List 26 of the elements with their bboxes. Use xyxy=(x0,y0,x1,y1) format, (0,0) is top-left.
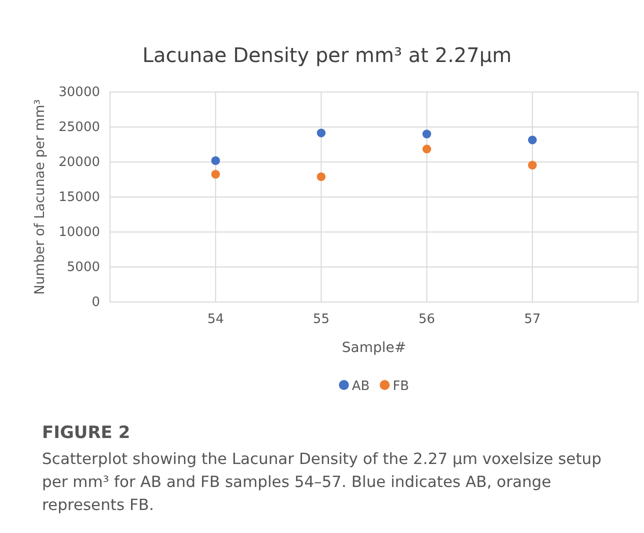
legend-label: FB xyxy=(392,379,410,394)
point xyxy=(316,128,326,138)
y-tick-label: 5000 xyxy=(66,260,100,276)
x-tick-label: 56 xyxy=(418,312,436,328)
point xyxy=(211,156,220,165)
point xyxy=(211,170,220,179)
point xyxy=(422,130,432,138)
point xyxy=(316,172,326,182)
caption: FIGURE 2 xyxy=(42,423,130,443)
point xyxy=(528,160,537,170)
y-axis-title: Number of Lacunae per mm³ xyxy=(32,99,48,295)
y-tick-label: 15000 xyxy=(58,190,100,206)
x-tick-label: 54 xyxy=(207,312,224,328)
point xyxy=(422,144,432,154)
y-tick-label: 10000 xyxy=(58,225,100,240)
text: Scatterplot showing the Lacunar Density of the 2.27 µm voxelsize setup per mm³ for AB and FB samples 54–57. Blue indicates AB, orange represents FB. xyxy=(42,450,602,514)
point xyxy=(528,136,537,144)
y-tick-label: 30000 xyxy=(58,85,100,100)
x-tick-label: 57 xyxy=(524,312,541,328)
y-tick-label: 20000 xyxy=(58,155,100,170)
x-axis-title: Sample# xyxy=(342,340,406,356)
x-tick-label: 55 xyxy=(312,312,330,328)
legend-label: AB xyxy=(352,379,370,394)
y-tick-label: 25000 xyxy=(58,120,100,136)
y-tick-label: 0 xyxy=(92,295,100,310)
chart-title: Lacunae Density per mm³ at 2.27µm xyxy=(142,43,512,67)
